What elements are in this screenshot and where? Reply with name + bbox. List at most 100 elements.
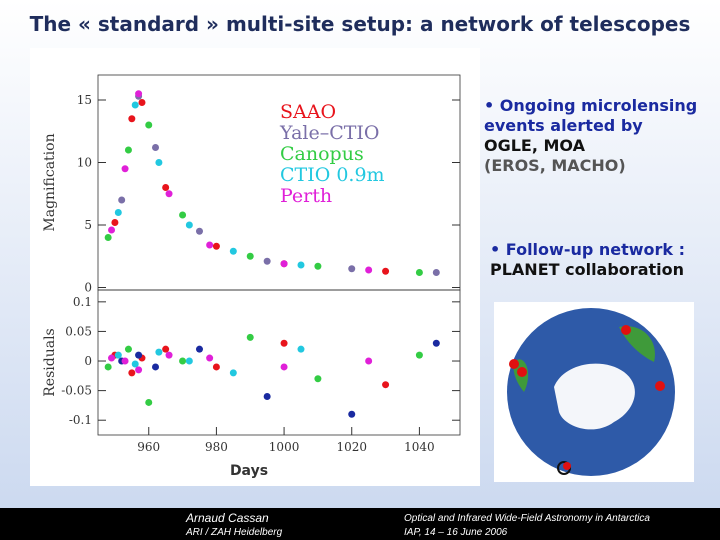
data-point (365, 266, 373, 274)
site-marker (509, 359, 519, 369)
data-point (135, 90, 143, 98)
data-point (212, 242, 220, 250)
x-tick-label: 1020 (336, 440, 367, 454)
data-point (297, 345, 305, 353)
data-point (314, 375, 322, 383)
y-tick-label: 0 (84, 281, 92, 295)
data-point (185, 221, 193, 229)
australia (619, 326, 655, 362)
data-point (131, 101, 139, 109)
data-point (263, 257, 271, 265)
conference: Optical and Infrared Wide-Field Astronom… (404, 513, 650, 524)
data-point (382, 381, 390, 389)
bullet-line: events alerted by (484, 116, 643, 135)
data-point (206, 241, 214, 249)
data-point (162, 345, 170, 353)
data-point (118, 196, 126, 204)
data-point (348, 265, 356, 273)
y-tick-label: -0.1 (69, 413, 92, 427)
data-point (108, 226, 116, 234)
site-marker (621, 325, 631, 335)
data-point (165, 351, 173, 359)
data-point (246, 333, 254, 341)
x-tick-label: 1040 (404, 440, 435, 454)
slide-title: The « standard » multi-site setup: a net… (29, 12, 691, 36)
data-point (165, 190, 173, 198)
x-axis-label: Days (230, 463, 268, 479)
author: Arnaud Cassan (186, 511, 269, 525)
data-point (108, 354, 116, 362)
y-axis-label: Residuals (42, 328, 58, 396)
site-marker (655, 381, 665, 391)
plot-frame (97, 289, 461, 436)
data-point (131, 360, 139, 368)
light-curve-chart: 0 5 10 15 Magnification SAAOYale–CTIOCanopusC… (30, 48, 480, 486)
data-point (114, 351, 122, 359)
bullet-line: OGLE, MOA (484, 136, 585, 155)
data-point (111, 219, 119, 226)
data-point (365, 357, 373, 365)
data-point (280, 339, 288, 347)
data-point (135, 366, 143, 374)
data-point (138, 99, 146, 106)
data-point (124, 345, 132, 353)
data-point (280, 260, 288, 268)
footer: Arnaud Cassan ARI / ZAH Heidelberg Optic… (0, 508, 720, 540)
legend-entry: Canopus (280, 143, 364, 165)
data-point (135, 351, 143, 359)
bullet-line: • Follow-up network : (490, 240, 686, 259)
bullet-line: PLANET collaboration (490, 260, 684, 279)
site-marker (517, 367, 527, 377)
data-point (229, 247, 237, 255)
data-point (348, 410, 356, 418)
data-point (212, 363, 220, 371)
data-point (195, 345, 203, 353)
y-tick-label: 0.05 (65, 324, 92, 338)
affiliation: ARI / ZAH Heidelberg (186, 527, 283, 538)
data-point (206, 354, 214, 362)
data-point (104, 363, 112, 371)
data-point (185, 357, 193, 365)
bullet-line: • Ongoing microlensing (484, 96, 698, 115)
data-point (432, 339, 440, 347)
data-point (415, 351, 423, 359)
data-point (280, 363, 288, 371)
data-point (162, 184, 170, 191)
data-point (104, 234, 112, 241)
plot-panel (30, 48, 480, 486)
data-point (432, 269, 440, 276)
data-point (415, 269, 423, 276)
data-point (314, 262, 322, 270)
x-tick-label: 980 (205, 440, 228, 454)
data-point (152, 144, 160, 151)
data-point (195, 227, 203, 235)
y-axis-label: Magnification (42, 133, 58, 231)
y-tick-label: 10 (77, 156, 92, 170)
legend-entry: CTIO 0.9m (280, 164, 385, 186)
data-point (179, 211, 187, 219)
antarctica (554, 363, 635, 430)
venue: IAP, 14 – 16 June 2006 (404, 527, 508, 538)
bullet-one: • Ongoing microlensing events alerted by… (484, 96, 697, 176)
y-tick-label: 5 (84, 218, 92, 232)
x-tick-label: 1000 (269, 440, 300, 454)
bullet-two: • Follow-up network : PLANET collaborati… (490, 240, 685, 280)
data-point (155, 159, 163, 166)
data-point (121, 357, 129, 365)
legend-entry: Yale–CTIO (279, 122, 380, 144)
y-tick-label: -0.05 (61, 384, 92, 398)
data-point (114, 209, 122, 216)
y-tick-label: 15 (77, 93, 92, 107)
data-point (155, 348, 163, 356)
data-point (152, 363, 160, 371)
data-point (145, 398, 153, 406)
data-point (124, 146, 132, 154)
bullet-line: (EROS, MACHO) (484, 156, 626, 175)
data-point (128, 369, 136, 377)
data-point (121, 165, 129, 173)
globe-map (494, 302, 694, 482)
data-point (229, 369, 237, 377)
data-point (263, 393, 271, 401)
legend-entry: Perth (280, 185, 332, 207)
